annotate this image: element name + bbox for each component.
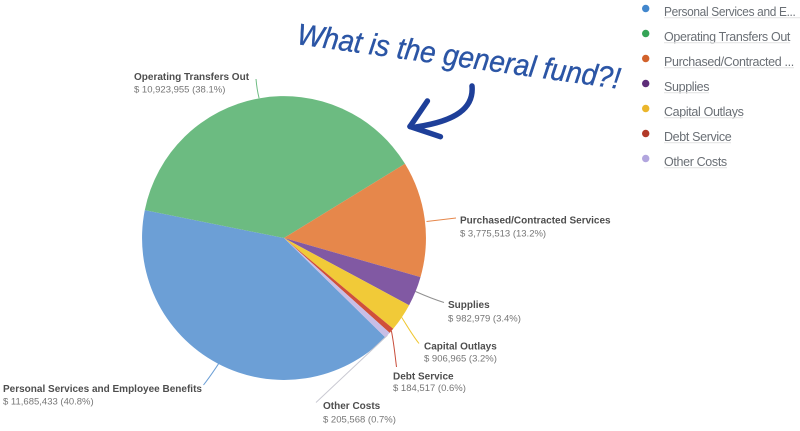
svg-text:What is the general fund?!: What is the general fund?! xyxy=(295,18,623,96)
svg-text:$ 906,965 (3.2%): $ 906,965 (3.2%) xyxy=(424,354,497,365)
svg-text:Debt Service: Debt Service xyxy=(393,372,454,383)
svg-text:Personal Services and E...: Personal Services and E... xyxy=(664,5,796,19)
svg-text:$ 205,568 (0.7%): $ 205,568 (0.7%) xyxy=(323,415,396,426)
svg-text:$ 10,923,955 (38.1%): $ 10,923,955 (38.1%) xyxy=(134,85,225,96)
svg-text:$ 982,979 (3.4%): $ 982,979 (3.4%) xyxy=(448,314,521,325)
svg-text:Supplies: Supplies xyxy=(664,80,709,94)
svg-text:$ 11,685,433 (40.8%): $ 11,685,433 (40.8%) xyxy=(3,397,94,408)
svg-text:Capital Outlays: Capital Outlays xyxy=(664,105,744,119)
svg-text:Personal Services and Employee: Personal Services and Employee Benefits xyxy=(3,384,202,395)
svg-text:Other Costs: Other Costs xyxy=(323,401,381,412)
svg-text:Other Costs: Other Costs xyxy=(664,155,727,169)
svg-text:Capital Outlays: Capital Outlays xyxy=(424,342,497,353)
svg-text:Operating Transfers Out: Operating Transfers Out xyxy=(134,72,250,83)
svg-text:$ 3,775,513 (13.2%): $ 3,775,513 (13.2%) xyxy=(460,229,546,240)
svg-text:$ 184,517 (0.6%): $ 184,517 (0.6%) xyxy=(393,383,466,394)
svg-text:Operating Transfers Out: Operating Transfers Out xyxy=(664,30,791,44)
svg-text:Purchased/Contracted Services: Purchased/Contracted Services xyxy=(460,216,611,227)
svg-text:Debt Service: Debt Service xyxy=(664,130,732,144)
svg-text:Supplies: Supplies xyxy=(448,300,490,311)
svg-text:Purchased/Contracted ...: Purchased/Contracted ... xyxy=(664,55,794,69)
